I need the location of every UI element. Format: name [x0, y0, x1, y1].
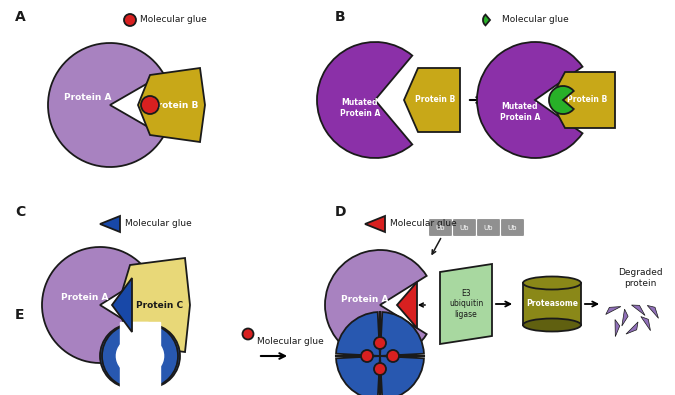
Wedge shape [483, 15, 490, 25]
Text: Molecular glue: Molecular glue [257, 337, 324, 346]
Polygon shape [100, 216, 120, 232]
Text: D: D [335, 205, 346, 219]
Wedge shape [102, 324, 134, 388]
Circle shape [124, 14, 136, 26]
Text: E: E [15, 308, 24, 322]
Circle shape [361, 350, 373, 362]
Wedge shape [336, 356, 380, 395]
Polygon shape [605, 307, 621, 314]
FancyBboxPatch shape [452, 218, 477, 237]
Text: Proteasome: Proteasome [526, 299, 578, 308]
Polygon shape [397, 282, 417, 328]
Wedge shape [116, 339, 134, 374]
Polygon shape [404, 68, 460, 132]
Wedge shape [336, 312, 380, 356]
Text: Protein A: Protein A [64, 94, 112, 102]
Text: Ub: Ub [436, 224, 446, 231]
Text: A: A [15, 10, 26, 24]
Circle shape [141, 96, 159, 114]
Wedge shape [148, 324, 180, 388]
Bar [136, 324, 144, 388]
FancyBboxPatch shape [500, 218, 524, 237]
Text: E3
ubiquitin
ligase: E3 ubiquitin ligase [449, 289, 483, 319]
Wedge shape [42, 247, 149, 363]
Text: Molecular glue: Molecular glue [390, 220, 457, 228]
Wedge shape [146, 339, 163, 374]
FancyBboxPatch shape [429, 218, 452, 237]
Bar [120, 322, 160, 390]
Polygon shape [622, 309, 628, 326]
Ellipse shape [523, 318, 581, 331]
Polygon shape [632, 305, 645, 316]
Text: Degraded
protein: Degraded protein [618, 268, 662, 288]
Text: Protein B: Protein B [151, 100, 198, 109]
Wedge shape [477, 42, 583, 158]
Circle shape [242, 329, 254, 339]
Wedge shape [317, 42, 412, 158]
Wedge shape [380, 312, 424, 356]
Text: Ub: Ub [508, 224, 517, 231]
Wedge shape [380, 356, 424, 395]
Wedge shape [48, 43, 164, 167]
FancyBboxPatch shape [477, 218, 500, 237]
Polygon shape [440, 264, 492, 344]
Polygon shape [647, 305, 659, 318]
Text: Ub: Ub [460, 224, 469, 231]
Polygon shape [641, 316, 651, 331]
Text: Protein A: Protein A [61, 293, 109, 303]
Text: Molecular glue: Molecular glue [140, 15, 207, 24]
Polygon shape [365, 216, 385, 232]
Circle shape [374, 337, 386, 349]
Text: Molecular glue: Molecular glue [125, 220, 192, 228]
Wedge shape [549, 86, 574, 114]
Text: Molecular glue: Molecular glue [502, 15, 569, 24]
Bar [132, 322, 148, 390]
Polygon shape [138, 68, 205, 142]
Text: C: C [15, 205, 25, 219]
Text: Mutated
Protein A: Mutated Protein A [340, 98, 380, 118]
Wedge shape [100, 324, 132, 388]
Text: Protein B: Protein B [567, 96, 607, 105]
Wedge shape [325, 250, 427, 360]
Polygon shape [112, 278, 132, 332]
Text: Protein C: Protein C [136, 301, 184, 310]
Polygon shape [550, 72, 615, 128]
Wedge shape [109, 324, 171, 356]
Text: Mutated
Protein A: Mutated Protein A [500, 102, 540, 122]
Bar [523, 283, 581, 325]
Text: Protein B: Protein B [415, 96, 455, 105]
Polygon shape [615, 320, 620, 337]
Wedge shape [146, 324, 178, 388]
Wedge shape [109, 356, 171, 388]
Wedge shape [126, 356, 154, 370]
Text: Protein A: Protein A [342, 295, 389, 305]
Circle shape [387, 350, 399, 362]
Circle shape [374, 363, 386, 375]
Ellipse shape [523, 276, 581, 290]
Polygon shape [118, 258, 190, 352]
Text: B: B [335, 10, 346, 24]
Polygon shape [626, 322, 638, 334]
Wedge shape [126, 342, 154, 356]
Text: Ub: Ub [484, 224, 493, 231]
